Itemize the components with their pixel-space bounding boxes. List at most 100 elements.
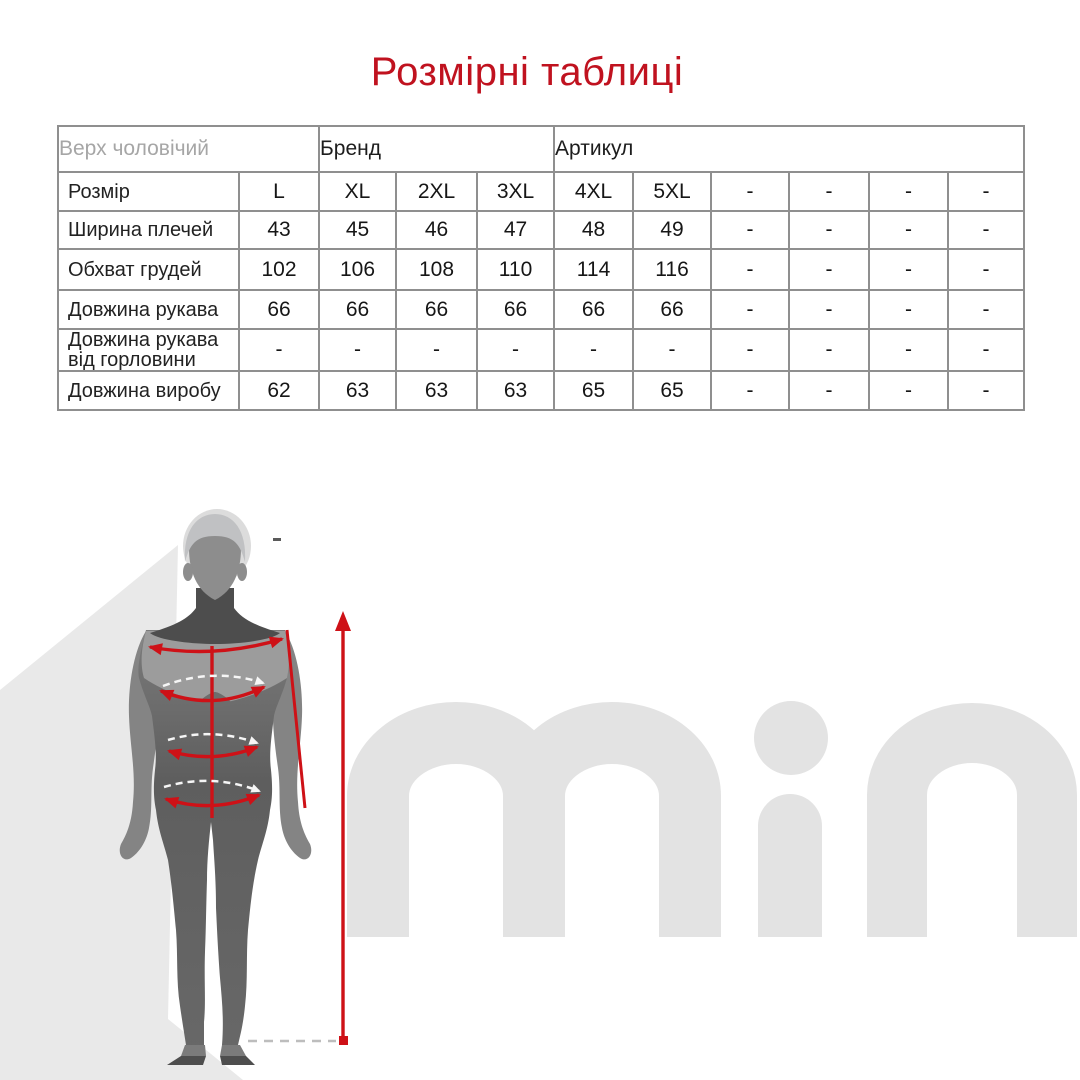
hip-girth-dashed: [163, 779, 261, 793]
chest-girth-dashed: [162, 674, 265, 688]
watermark-letter-n: [867, 703, 1077, 937]
value-cell: 5XL: [632, 171, 713, 212]
value-cell: -: [395, 328, 479, 372]
value-cell: 66: [476, 289, 556, 330]
value-cell: L: [237, 171, 321, 212]
value-cell: XL: [318, 171, 398, 212]
value-cell: -: [237, 328, 321, 372]
value-cell: 110: [476, 248, 556, 291]
value-cell: 114: [553, 248, 635, 291]
value-cell: -: [710, 370, 791, 411]
value-cell: 48: [553, 210, 635, 250]
hip-girth-arrow: [164, 793, 261, 809]
left-shoe-sole: [167, 1056, 206, 1065]
value-cell: -: [868, 289, 950, 330]
table-row: Довжина виробу 62 63 63 63 65 65- - - -: [57, 370, 1026, 411]
value-cell: 63: [395, 370, 479, 411]
value-cell: 66: [632, 289, 713, 330]
table-row: Ширина плечей 43 45 46 47 48 49- - - -: [57, 210, 1026, 250]
stray-mark: [273, 538, 281, 541]
category-header-cell: Верх чоловічий: [56, 125, 321, 173]
row-label-cell: Ширина плечей: [57, 210, 240, 250]
value-cell: 108: [395, 248, 479, 291]
value-cell: 63: [476, 370, 556, 411]
value-cell: 3XL: [476, 171, 556, 212]
value-cell: 4XL: [553, 171, 635, 212]
value-cell: 102: [237, 248, 321, 291]
shoulder-width-arrow: [148, 636, 284, 656]
sleeve-length-line: [285, 629, 307, 809]
table-row: Довжина рукава від горловини - - - - - - - - - -: [57, 328, 1026, 372]
value-cell: -: [947, 171, 1026, 212]
value-cell: 66: [553, 289, 635, 330]
value-cell: 66: [318, 289, 398, 330]
measurement-marks: [148, 611, 351, 1045]
right-shoe: [220, 1045, 246, 1056]
value-cell: -: [788, 210, 871, 250]
value-cell: 106: [318, 248, 398, 291]
left-ear: [183, 563, 193, 581]
product-length-arrow: [335, 611, 351, 1045]
face: [189, 518, 241, 600]
value-cell: 46: [395, 210, 479, 250]
value-cell: 66: [395, 289, 479, 330]
brand-header-cell: Бренд: [318, 125, 556, 173]
right-ear: [237, 563, 247, 581]
value-cell: 47: [476, 210, 556, 250]
value-cell: -: [476, 328, 556, 372]
size-table-body: Розмір L XL 2XL 3XL 4XL 5XL - - - - Ширина плечей 43…: [57, 171, 1026, 411]
value-cell: 2XL: [395, 171, 479, 212]
left-shoe: [181, 1045, 206, 1056]
value-cell: -: [788, 289, 871, 330]
row-label-cell: Довжина рукава: [57, 289, 240, 330]
waist-girth-arrow: [167, 745, 259, 761]
value-cell: -: [632, 328, 713, 372]
row-label-cell: Обхват грудей: [57, 248, 240, 291]
value-cell: -: [553, 328, 635, 372]
table-row: Розмір L XL 2XL 3XL 4XL 5XL - - - -: [57, 171, 1026, 212]
value-cell: -: [788, 370, 871, 411]
table-header-row: Верх чоловічий Бренд Артикул: [56, 125, 1026, 173]
value-cell: -: [710, 328, 791, 372]
value-cell: -: [947, 248, 1026, 291]
table-row: Обхват грудей 102 106 108 110 114 116- - - -: [57, 248, 1026, 291]
size-table: Верх чоловічий Бренд Артикул Розмір L XL 2X…: [56, 125, 1026, 411]
value-cell: 43: [237, 210, 321, 250]
value-cell: -: [710, 210, 791, 250]
value-cell: 62: [237, 370, 321, 411]
value-cell: -: [947, 289, 1026, 330]
watermark-min-text: [347, 701, 1077, 937]
page-title: Розмірні таблиці: [370, 50, 684, 94]
value-cell: 65: [553, 370, 635, 411]
value-cell: -: [868, 248, 950, 291]
article-header-cell: Артикул: [553, 125, 1026, 173]
value-cell: -: [788, 328, 871, 372]
value-cell: 66: [237, 289, 321, 330]
value-cell: -: [947, 210, 1026, 250]
value-cell: -: [710, 289, 791, 330]
value-cell: -: [947, 370, 1026, 411]
value-cell: -: [868, 210, 950, 250]
row-label-cell: Розмір: [57, 171, 240, 212]
value-cell: 49: [632, 210, 713, 250]
chest-girth-arrow: [159, 685, 266, 703]
table-row: Довжина рукава 66 66 66 66 66 66- - - -: [57, 289, 1026, 330]
value-cell: 63: [318, 370, 398, 411]
value-cell: 65: [632, 370, 713, 411]
value-cell: -: [318, 328, 398, 372]
value-cell: -: [868, 171, 950, 212]
value-cell: 45: [318, 210, 398, 250]
neck: [150, 588, 280, 644]
value-cell: -: [947, 328, 1026, 372]
row-label-cell: Довжина рукава від горловини: [57, 328, 240, 372]
watermark-letter-m: [347, 702, 721, 937]
background-wedge: [0, 545, 243, 1080]
value-cell: -: [868, 370, 950, 411]
value-cell: -: [788, 171, 871, 212]
right-shoe-sole: [220, 1056, 255, 1065]
value-cell: -: [868, 328, 950, 372]
row-label-cell: Довжина виробу: [57, 370, 240, 411]
measurement-diagram: [0, 509, 1077, 1080]
value-cell: -: [788, 248, 871, 291]
